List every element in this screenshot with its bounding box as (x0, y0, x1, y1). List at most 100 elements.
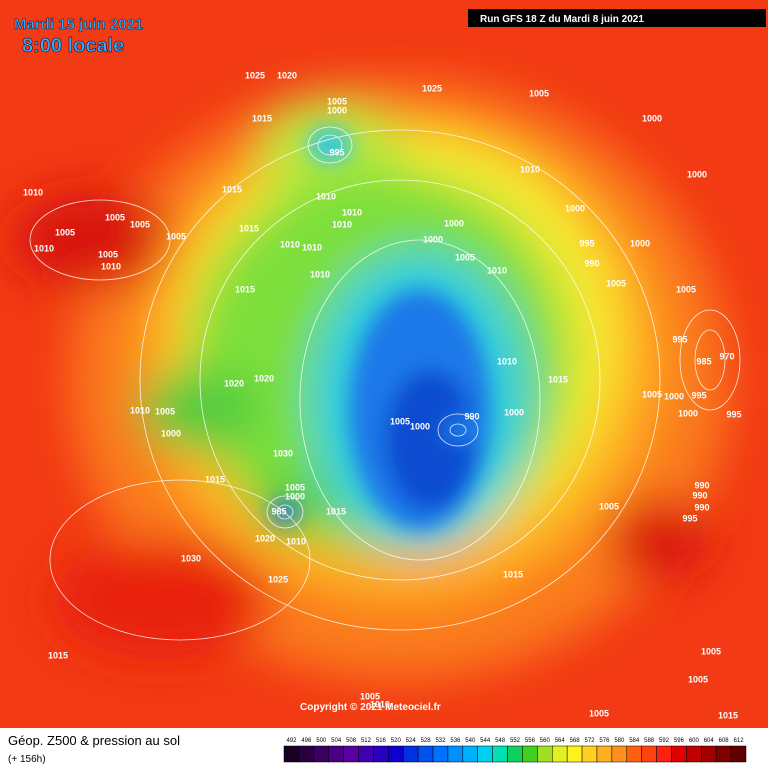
isobar-label: 1005 (285, 482, 305, 492)
isobar-label: 1015 (503, 569, 523, 579)
isobar-label: 1005 (327, 96, 347, 106)
isobar-label: 990 (584, 258, 599, 268)
isobar-label: 995 (691, 390, 706, 400)
scale-swatch (686, 745, 702, 763)
isobar-label: 1005 (55, 227, 75, 237)
scale-label: 576 (599, 738, 610, 744)
isobar-label: 1010 (342, 207, 362, 217)
scale-swatch (298, 745, 315, 763)
scale-swatch (432, 745, 449, 763)
isobar-label: 1000 (423, 234, 443, 244)
isobar-label: 1005 (688, 674, 708, 684)
scale-label: 560 (540, 738, 551, 744)
isobar-label: 1015 (326, 506, 346, 516)
z500-field (0, 0, 768, 728)
isobar-label: 1010 (302, 242, 322, 252)
isobar-label: 1000 (642, 113, 662, 123)
isobar-label: 1025 (268, 574, 288, 584)
isobar-label: 1005 (455, 252, 475, 262)
isobar-label: 1005 (105, 212, 125, 222)
scale-swatch (581, 745, 598, 763)
isobar-label: 1000 (285, 491, 305, 501)
isobar-label: 1000 (161, 428, 181, 438)
scale-swatch (477, 745, 493, 763)
isobar-label: 1005 (599, 501, 619, 511)
isobar-label: 1015 (239, 223, 259, 233)
scale-swatch (611, 745, 628, 763)
isobar-label: 1000 (327, 105, 347, 115)
isobar-label: 1010 (370, 699, 390, 709)
isobar-label: 1030 (273, 448, 293, 458)
isobar-label: 1005 (390, 416, 410, 426)
scale-label: 556 (525, 738, 536, 744)
isobar-label: 1010 (316, 191, 336, 201)
run-box (468, 9, 766, 27)
isobar-label: 995 (726, 409, 741, 419)
isobar-label: 1010 (332, 219, 352, 229)
isobar-label: 1015 (48, 650, 68, 660)
scale-label: 592 (659, 738, 670, 744)
isobar-label: 1005 (589, 708, 609, 718)
isobar-label: 1010 (497, 356, 517, 366)
scale-label: 552 (510, 738, 521, 744)
scale-swatch (447, 745, 464, 763)
scale-label: 580 (614, 738, 625, 744)
scale-swatch (656, 745, 672, 763)
isobar-label: 970 (719, 351, 734, 361)
isobar-label: 1010 (101, 261, 121, 271)
scale-label: 568 (570, 738, 581, 744)
isobar-label: 1005 (642, 389, 662, 399)
scale-label: 604 (704, 738, 715, 744)
scale-label: 564 (555, 738, 566, 744)
isobar-label: 1010 (487, 265, 507, 275)
isobar-label: 1015 (718, 710, 738, 720)
scale-swatch (328, 745, 344, 763)
scale-swatch (701, 745, 717, 763)
isobar-label: 1010 (34, 243, 54, 253)
isobar-label: 990 (692, 490, 707, 500)
isobar-label: 1010 (23, 187, 43, 197)
color-scale: 492 496 500 504 508 512 516 520 524 528 532 536 540 5… (283, 738, 747, 763)
scale-swatch (626, 745, 642, 763)
isobar-label: 1020 (224, 378, 244, 388)
isobar-label: 990 (464, 411, 479, 421)
scale-label: 536 (450, 738, 461, 744)
isobar-label: 1020 (255, 533, 275, 543)
scale-swatch (313, 745, 329, 763)
copyright: Copyright © 2021 Meteociel.fr (300, 702, 441, 713)
scale-swatch (641, 745, 657, 763)
isobar-label: 985 (696, 356, 711, 366)
scale-label: 532 (435, 738, 446, 744)
scale-label: 584 (629, 738, 640, 744)
scale-swatch (283, 745, 300, 763)
isobar-label: 1015 (252, 113, 272, 123)
scale-swatch (462, 745, 478, 763)
isobar-label: 1005 (360, 691, 380, 701)
scale-label: 544 (480, 738, 491, 744)
scale-label: 508 (346, 738, 357, 744)
isobar-label: 1015 (235, 284, 255, 294)
lead: (+ 156h) (8, 754, 46, 765)
scale-label: 540 (465, 738, 476, 744)
isobar-label: 1000 (664, 391, 684, 401)
isobar-label: 1005 (676, 284, 696, 294)
scale-swatch (522, 745, 538, 763)
isobar-label: 1005 (701, 646, 721, 656)
scale-swatch (566, 745, 583, 763)
isobar-label: 1005 (155, 406, 175, 416)
isobar-label: 1000 (504, 407, 524, 417)
isobar-label: 1000 (410, 421, 430, 431)
scale-label: 548 (495, 738, 506, 744)
scale-swatch (492, 745, 508, 763)
isobar-label: 1010 (310, 269, 330, 279)
scale-swatch (596, 745, 613, 763)
isobar-label: 1005 (98, 249, 118, 259)
isobar-label: 1015 (222, 184, 242, 194)
isobar-label: 1010 (286, 536, 306, 546)
isobar-label: 995 (329, 147, 344, 157)
run: Run GFS 18 Z du Mardi 8 juin 2021 (480, 14, 644, 25)
scale-swatch (388, 745, 404, 763)
scale-swatch (552, 745, 568, 763)
scale-swatch (417, 745, 434, 763)
